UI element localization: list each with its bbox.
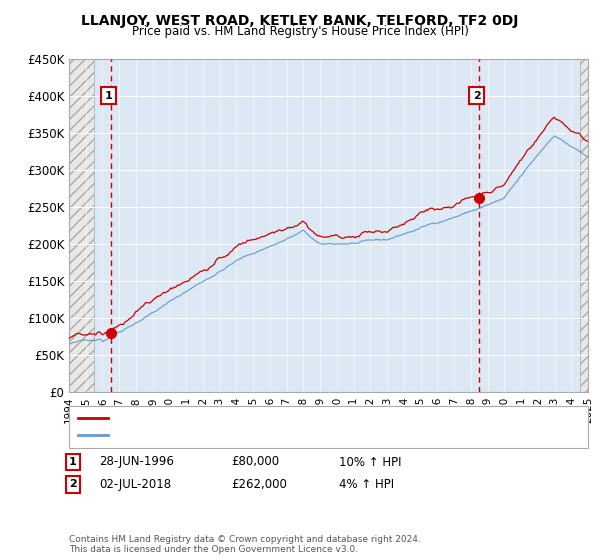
Bar xyxy=(580,59,588,392)
Text: £80,000: £80,000 xyxy=(231,455,279,469)
Text: 1: 1 xyxy=(69,457,77,467)
Text: 10% ↑ HPI: 10% ↑ HPI xyxy=(339,455,401,469)
Text: HPI: Average price, detached house, Telford and Wrekin: HPI: Average price, detached house, Telf… xyxy=(114,430,404,440)
Bar xyxy=(69,59,94,392)
Text: 28-JUN-1996: 28-JUN-1996 xyxy=(99,455,174,469)
Text: LLANJOY, WEST ROAD, KETLEY BANK, TELFORD, TF2 0DJ (detached house): LLANJOY, WEST ROAD, KETLEY BANK, TELFORD… xyxy=(114,413,499,423)
Text: £262,000: £262,000 xyxy=(231,478,287,491)
Text: Contains HM Land Registry data © Crown copyright and database right 2024.
This d: Contains HM Land Registry data © Crown c… xyxy=(69,535,421,554)
Text: Price paid vs. HM Land Registry's House Price Index (HPI): Price paid vs. HM Land Registry's House … xyxy=(131,25,469,38)
Text: 02-JUL-2018: 02-JUL-2018 xyxy=(99,478,171,491)
Text: 1: 1 xyxy=(104,91,112,101)
Text: LLANJOY, WEST ROAD, KETLEY BANK, TELFORD, TF2 0DJ: LLANJOY, WEST ROAD, KETLEY BANK, TELFORD… xyxy=(82,14,518,28)
Text: 2: 2 xyxy=(69,479,77,489)
Text: 2: 2 xyxy=(473,91,481,101)
Text: 4% ↑ HPI: 4% ↑ HPI xyxy=(339,478,394,491)
